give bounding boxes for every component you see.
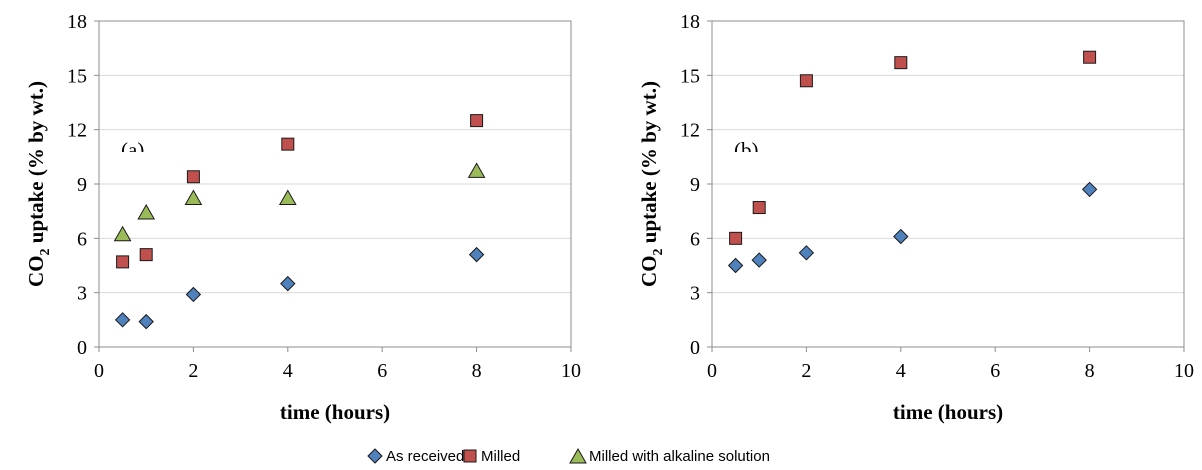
legend-marker-triangle <box>569 447 587 464</box>
x-tick-label: 8 <box>472 360 482 382</box>
legend-marker-square <box>463 449 477 463</box>
x-axis-title: time (hours) <box>280 400 390 424</box>
x-tick-label: 4 <box>896 360 906 382</box>
legend-marker-diamond <box>367 448 383 464</box>
x-axis-title: time (hours) <box>893 400 1003 424</box>
data-point-triangle <box>467 162 486 178</box>
data-point-square <box>470 114 484 128</box>
y-tick-label: 0 <box>690 337 700 359</box>
y-tick-label: 3 <box>77 283 87 305</box>
y-axis-title: CO2 uptake (% by wt.) <box>637 81 666 287</box>
data-point-diamond <box>185 286 202 303</box>
data-point-diamond <box>138 313 154 330</box>
data-point-diamond <box>468 246 485 263</box>
legend: As received Milled Milled with alkaline so… <box>367 447 770 465</box>
y-tick-label: 15 <box>680 65 700 87</box>
y-tick-label: 3 <box>690 283 700 305</box>
y-tick-label: 15 <box>67 65 87 87</box>
y-tick-label: 12 <box>680 120 700 142</box>
data-point-diamond <box>280 275 296 292</box>
x-tick-label: 2 <box>188 360 198 382</box>
data-point-diamond <box>727 257 744 274</box>
data-point-diamond <box>114 312 131 328</box>
data-point-triangle <box>184 189 203 205</box>
x-tick-label: 0 <box>707 360 717 382</box>
y-tick-label: 18 <box>680 11 700 33</box>
data-point-square <box>139 248 153 262</box>
data-point-triangle <box>278 189 297 205</box>
x-tick-label: 6 <box>377 360 387 382</box>
x-tick-label: 10 <box>561 360 581 382</box>
y-tick-label: 9 <box>77 174 87 196</box>
chart-panel-b: 0 3 6 9 12 15 18 0 2 4 6 8 10 time (hours) CO2 uptake … <box>637 11 1194 424</box>
y-tick-label: 9 <box>690 174 700 196</box>
legend-label: As received <box>386 448 464 465</box>
data-point-triangle <box>113 225 132 242</box>
y-tick-label: 6 <box>690 228 700 250</box>
panel-label: (a) <box>121 138 144 162</box>
data-point-square <box>281 137 295 151</box>
x-tick-label: 6 <box>990 360 1000 382</box>
legend-label: Milled with alkaline solution <box>589 448 770 465</box>
data-point-diamond <box>893 228 909 245</box>
data-point-square <box>1083 50 1097 64</box>
data-point-square <box>729 231 743 245</box>
y-tick-label: 12 <box>67 120 87 142</box>
data-point-square <box>799 74 813 88</box>
panel-label: (b) <box>734 138 759 162</box>
x-tick-label: 0 <box>94 360 104 382</box>
data-point-diamond <box>798 245 815 261</box>
data-point-square <box>116 255 130 269</box>
y-axis-title: CO2 uptake (% by wt.) <box>24 81 53 287</box>
data-point-square <box>752 201 766 215</box>
data-point-square <box>894 56 908 70</box>
x-tick-label: 4 <box>283 360 293 382</box>
x-tick-label: 2 <box>801 360 811 382</box>
y-tick-label: 18 <box>67 11 87 33</box>
data-point-triangle <box>137 203 156 220</box>
x-tick-label: 10 <box>1174 360 1194 382</box>
data-point-diamond <box>751 252 767 268</box>
data-point-square <box>186 170 200 184</box>
chart-panel-a: 0 3 6 9 12 15 18 0 2 4 6 8 10 time (hours) CO2 uptake … <box>24 11 581 424</box>
y-tick-label: 6 <box>77 228 87 250</box>
x-tick-label: 8 <box>1085 360 1095 382</box>
y-tick-label: 0 <box>77 337 87 359</box>
data-point-diamond <box>1081 181 1098 198</box>
legend-label: Milled <box>481 448 520 465</box>
